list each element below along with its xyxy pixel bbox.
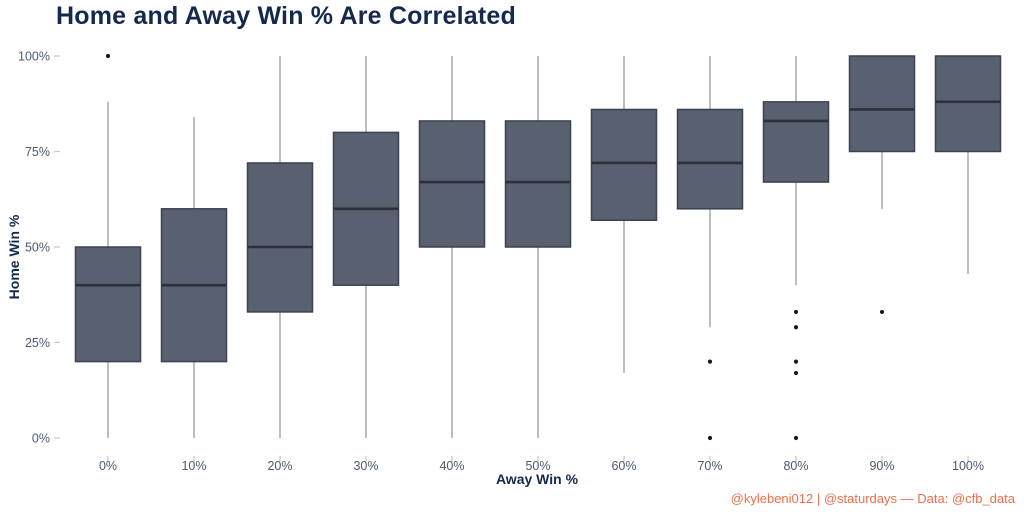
outlier-point xyxy=(879,309,885,315)
x-axis-tick-label: 40% xyxy=(439,459,464,473)
outlier-point xyxy=(707,359,713,364)
y-axis-title: Home Win % xyxy=(6,214,22,300)
x-axis-tick-label: 20% xyxy=(267,459,292,473)
box-iqr xyxy=(246,162,314,313)
y-axis-tick-label: 50% xyxy=(25,241,50,255)
outlier-point xyxy=(105,53,111,59)
x-axis-tick-label: 0% xyxy=(99,459,117,473)
x-axis-tick-label: 30% xyxy=(353,459,378,473)
outlier-point xyxy=(793,435,799,441)
outlier-point xyxy=(793,309,799,315)
x-axis-tick-label: 50% xyxy=(525,459,550,473)
outlier-point xyxy=(793,370,799,376)
outlier-point xyxy=(793,325,799,330)
box-iqr xyxy=(676,108,744,210)
x-axis-tick-label: 10% xyxy=(181,459,206,473)
attribution: @kylebeni012 | @staturdays — Data: @cfb_… xyxy=(730,491,1015,506)
x-axis-tick-label: 100% xyxy=(952,459,984,473)
box-iqr xyxy=(74,246,142,363)
box-iqr xyxy=(848,55,916,153)
y-axis-tick-label: 0% xyxy=(32,432,50,446)
outlier-point xyxy=(793,359,799,364)
y-axis-tick-label: 100% xyxy=(18,50,50,64)
box-iqr xyxy=(418,120,486,248)
x-axis-title: Away Win % xyxy=(495,471,579,487)
box-iqr xyxy=(762,101,830,183)
outlier-point xyxy=(707,435,713,441)
box-iqr xyxy=(504,120,572,248)
y-axis-tick-label: 75% xyxy=(25,145,50,159)
box-iqr xyxy=(590,108,658,222)
x-axis-tick-label: 70% xyxy=(697,459,722,473)
x-axis-tick-label: 90% xyxy=(869,459,894,473)
x-axis-tick-label: 80% xyxy=(783,459,808,473)
chart-title: Home and Away Win % Are Correlated xyxy=(56,2,516,30)
box-iqr xyxy=(934,55,1002,153)
y-axis-tick-label: 25% xyxy=(25,336,50,350)
x-axis-tick-label: 60% xyxy=(611,459,636,473)
